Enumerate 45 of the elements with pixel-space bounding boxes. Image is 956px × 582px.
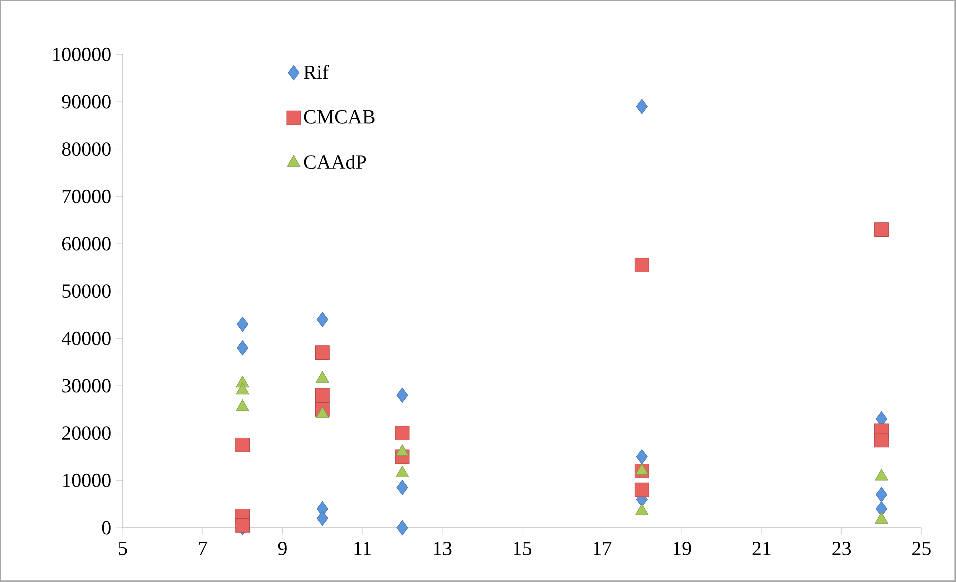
x-tick-label: 19: [674, 542, 692, 556]
point: [236, 518, 250, 533]
point: [396, 388, 408, 404]
x-tick-label: 7: [199, 542, 208, 556]
point: [316, 312, 328, 328]
point: [237, 340, 249, 356]
point: [636, 99, 648, 114]
legend-label: CMCAB: [304, 110, 375, 124]
y-tick-label: 20000: [62, 426, 111, 440]
x-tick-label: 21: [752, 542, 771, 556]
point: [315, 388, 330, 403]
point: [237, 316, 249, 332]
point: [236, 438, 250, 452]
point: [316, 510, 328, 526]
x-tick-label: 17: [594, 542, 612, 556]
legend-label: CAAdP: [304, 155, 366, 170]
point: [396, 520, 408, 536]
y-tick-label: 80000: [62, 142, 111, 156]
point: [634, 482, 650, 498]
y-tick-label: 60000: [62, 237, 111, 251]
point: [395, 426, 410, 441]
x-tick-label: 13: [434, 542, 452, 556]
point: [315, 346, 330, 360]
y-tick-label: 40000: [62, 332, 111, 346]
point: [634, 258, 650, 272]
y-tick-label: 30000: [62, 379, 111, 393]
x-tick-label: 9: [278, 542, 287, 556]
y-tick-label: 70000: [62, 190, 111, 204]
y-tick-label: 100000: [53, 48, 111, 62]
x-tick-label: 23: [832, 542, 852, 556]
legend-label: Rif: [304, 65, 330, 80]
point: [874, 433, 889, 448]
point: [876, 501, 888, 517]
point: [876, 487, 888, 502]
y-tick-label: 10000: [63, 474, 111, 488]
y-tick-label: 90000: [62, 95, 111, 109]
point: [874, 222, 889, 238]
y-tick-label: 0: [102, 521, 111, 535]
x-tick-label: 25: [912, 542, 931, 556]
x-tick-label: 11: [354, 542, 372, 556]
point: [636, 449, 648, 465]
y-tick-label: 50000: [62, 284, 111, 298]
point: [396, 480, 408, 496]
x-tick-label: 15: [514, 542, 532, 556]
x-tick-label: 5: [119, 542, 128, 556]
